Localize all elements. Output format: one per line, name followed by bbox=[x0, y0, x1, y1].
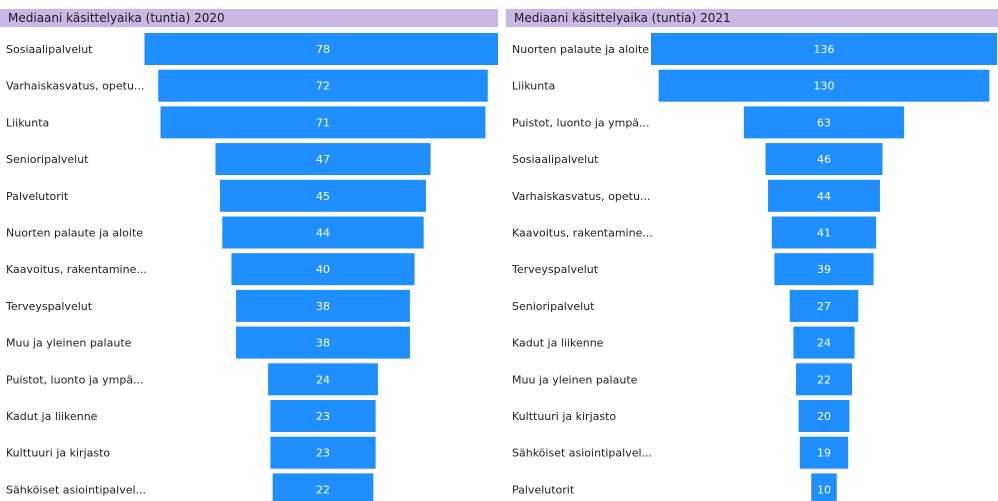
funnel-bar[interactable] bbox=[270, 436, 376, 469]
bar-value-label: 24 bbox=[316, 373, 330, 386]
funnel-bar[interactable] bbox=[236, 289, 410, 322]
bar-value-label: 130 bbox=[814, 80, 835, 93]
category-label: Kadut ja liikenne bbox=[6, 410, 98, 423]
funnel-bar[interactable] bbox=[231, 253, 415, 286]
funnel-plot-2021: Nuorten palaute ja aloite 136 Liikunta 130 P… bbox=[511, 33, 997, 501]
category-label: Nuorten palaute ja aloite bbox=[6, 227, 143, 240]
category-label: Liikunta bbox=[512, 80, 555, 93]
category-label: Sosiaalipalvelut bbox=[6, 43, 93, 56]
bar-value-label: 10 bbox=[817, 483, 831, 496]
funnel-bar[interactable] bbox=[222, 216, 424, 249]
bar-value-label: 40 bbox=[316, 263, 330, 276]
funnel-bar[interactable] bbox=[743, 106, 905, 139]
category-label: Liikunta bbox=[6, 116, 49, 129]
bar-value-label: 24 bbox=[817, 337, 831, 350]
category-label: Puistot, luonto ja ympä... bbox=[6, 373, 144, 386]
bar-value-label: 23 bbox=[316, 447, 330, 460]
bar-value-label: 22 bbox=[316, 483, 330, 496]
funnel-bar[interactable] bbox=[658, 69, 990, 102]
bar-value-label: 71 bbox=[316, 116, 330, 129]
bar-value-label: 38 bbox=[316, 300, 330, 313]
bar-value-label: 27 bbox=[817, 300, 831, 313]
chart-title-2021: Mediaani käsittelyaika (tuntia) 2021 bbox=[506, 9, 998, 27]
bar-value-label: 47 bbox=[316, 153, 330, 166]
funnel-bar[interactable] bbox=[799, 436, 849, 469]
bar-value-label: 63 bbox=[817, 116, 831, 129]
funnel-bar[interactable] bbox=[160, 106, 486, 139]
category-label: Puistot, luonto ja ympä... bbox=[512, 116, 650, 129]
funnel-bar[interactable] bbox=[144, 33, 499, 65]
category-label: Kulttuuri ja kirjasto bbox=[6, 447, 110, 460]
funnel-bar[interactable] bbox=[811, 473, 837, 501]
bar-value-label: 20 bbox=[817, 410, 831, 423]
funnel-bar[interactable] bbox=[215, 143, 431, 176]
category-label: Senioripalvelut bbox=[512, 300, 595, 313]
category-label: Kaavoitus, rakentamine... bbox=[512, 227, 653, 240]
bar-value-label: 45 bbox=[316, 190, 330, 203]
bar-value-label: 46 bbox=[817, 153, 831, 166]
category-label: Nuorten palaute ja aloite bbox=[512, 43, 649, 56]
funnel-bar[interactable] bbox=[236, 326, 410, 359]
funnel-bar[interactable] bbox=[771, 216, 877, 249]
category-label: Senioripalvelut bbox=[6, 153, 89, 166]
funnel-bar[interactable] bbox=[270, 400, 376, 432]
funnel-bar[interactable] bbox=[789, 289, 859, 322]
funnel-bar[interactable] bbox=[796, 363, 852, 396]
category-label: Sosiaalipalvelut bbox=[512, 153, 599, 166]
funnel-bar[interactable] bbox=[765, 143, 883, 176]
funnel-bar[interactable] bbox=[774, 253, 874, 286]
funnel-chart-2021: Mediaani käsittelyaika (tuntia) 2021 Nuo… bbox=[506, 0, 998, 501]
bar-value-label: 41 bbox=[817, 227, 831, 240]
category-label: Muu ja yleinen palaute bbox=[6, 337, 132, 350]
category-label: Varhaiskasvatus, opetu... bbox=[6, 80, 144, 93]
funnel-bar[interactable] bbox=[220, 179, 426, 212]
bar-value-label: 38 bbox=[316, 337, 330, 350]
bar-value-label: 23 bbox=[316, 410, 330, 423]
bar-value-label: 72 bbox=[316, 80, 330, 93]
funnel-bar[interactable] bbox=[651, 33, 997, 65]
category-label: Kadut ja liikenne bbox=[512, 337, 604, 350]
funnel-bar[interactable] bbox=[798, 400, 850, 432]
category-label: Varhaiskasvatus, opetu... bbox=[512, 190, 650, 203]
category-label: Muu ja yleinen palaute bbox=[512, 373, 638, 386]
funnel-bar[interactable] bbox=[268, 363, 378, 396]
funnel-bar[interactable] bbox=[768, 179, 880, 212]
funnel-plot-2020: Sosiaalipalvelut 78 Varhaiskasvatus, opetu… bbox=[5, 33, 499, 501]
category-label: Palvelutorit bbox=[6, 190, 69, 203]
funnel-bar[interactable] bbox=[158, 69, 488, 102]
bar-value-label: 22 bbox=[817, 373, 831, 386]
bar-value-label: 39 bbox=[817, 263, 831, 276]
category-label: Palvelutorit bbox=[512, 483, 575, 496]
bar-value-label: 19 bbox=[817, 447, 831, 460]
category-label: Terveyspalvelut bbox=[511, 263, 599, 276]
funnel-chart-2020: Mediaani käsittelyaika (tuntia) 2020 Sos… bbox=[0, 0, 498, 501]
category-label: Kaavoitus, rakentamine... bbox=[6, 263, 147, 276]
category-label: Sähköiset asiointipalvel... bbox=[512, 447, 652, 460]
bar-value-label: 136 bbox=[814, 43, 835, 56]
category-label: Terveyspalvelut bbox=[5, 300, 93, 313]
bar-value-label: 44 bbox=[316, 227, 330, 240]
funnel-bar[interactable] bbox=[272, 473, 374, 501]
chart-title-2020: Mediaani käsittelyaika (tuntia) 2020 bbox=[0, 9, 498, 27]
bar-value-label: 78 bbox=[316, 43, 330, 56]
category-label: Kulttuuri ja kirjasto bbox=[512, 410, 616, 423]
category-label: Sähköiset asiointipalvel... bbox=[6, 483, 146, 496]
funnel-bar[interactable] bbox=[793, 326, 855, 359]
bar-value-label: 44 bbox=[817, 190, 831, 203]
